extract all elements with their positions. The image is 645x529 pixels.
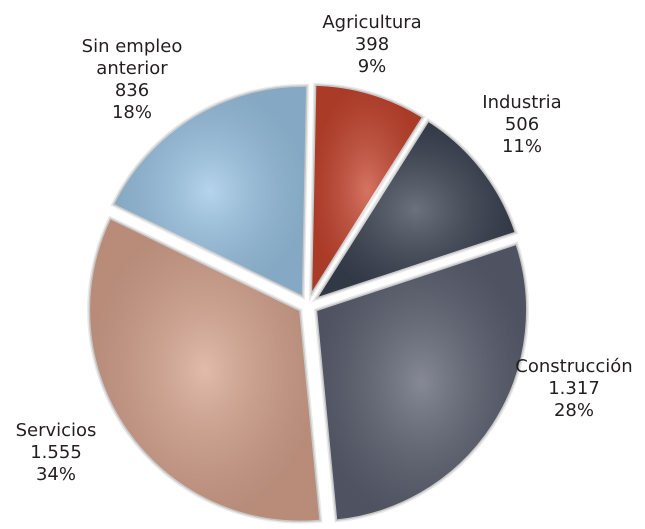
- slice-shading: [315, 120, 517, 300]
- slice-label: Industria 506 11%: [447, 92, 597, 158]
- percent-label: 9%: [357, 56, 387, 77]
- value-label: 836: [114, 80, 150, 101]
- value-label: 398: [354, 34, 390, 55]
- slice-label: Servicios 1.555 34%: [0, 420, 131, 486]
- category-label: Sin empleo anterior: [81, 36, 183, 79]
- slice-label: Agricultura 398 9%: [297, 12, 447, 78]
- category-label: Servicios: [15, 420, 97, 441]
- percent-label: 34%: [35, 464, 76, 485]
- value-label: 1.555: [30, 442, 82, 463]
- slice-shading: [310, 84, 424, 297]
- value-label: 506: [504, 114, 540, 135]
- category-label: Construcción: [515, 356, 633, 377]
- category-label: Agricultura: [322, 12, 422, 33]
- category-label: Industria: [482, 92, 562, 113]
- slice-shading: [112, 85, 308, 298]
- percent-label: 28%: [553, 400, 594, 421]
- slice-label: Sin empleo anterior 836 18%: [57, 36, 207, 124]
- slice-label: Construcción 1.317 28%: [499, 356, 645, 422]
- percent-label: 18%: [111, 102, 152, 123]
- percent-label: 11%: [501, 136, 542, 157]
- slice-shading: [315, 243, 528, 521]
- value-label: 1.317: [548, 378, 600, 399]
- slice-shading: [88, 217, 321, 523]
